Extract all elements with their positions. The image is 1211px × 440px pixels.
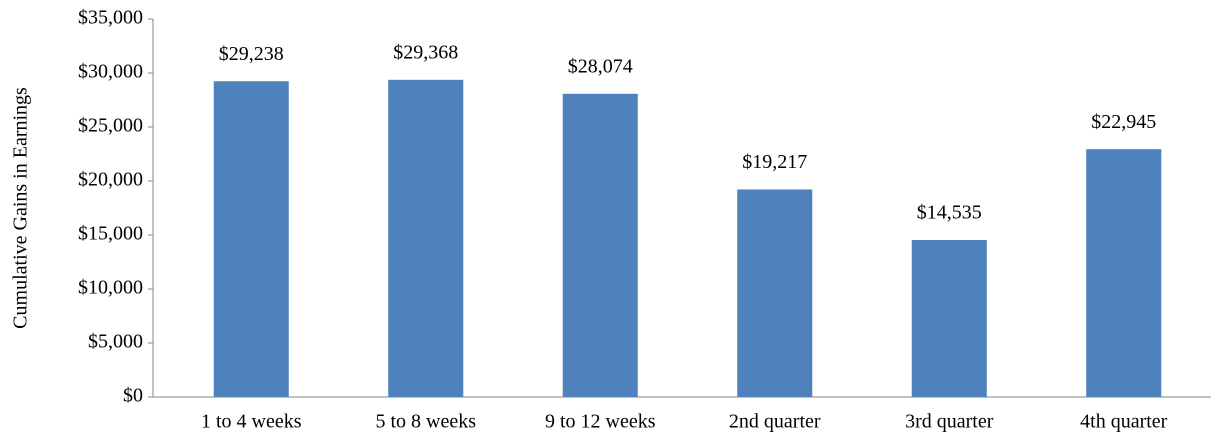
value-label: $29,368 [393,41,458,63]
y-tick-label: $30,000 [78,61,143,83]
y-tick-label: $35,000 [78,7,143,29]
value-label: $28,074 [568,55,633,77]
y-tick-label: $20,000 [78,169,143,191]
y-axis-title: Cumulative Gains in Earnings [10,87,32,329]
x-tick-label: 4th quarter [1080,411,1168,433]
value-label: $22,945 [1091,111,1156,133]
value-label: $29,238 [219,43,284,65]
x-tick-label: 3rd quarter [905,411,994,433]
bar [911,240,987,397]
bar [213,81,289,397]
x-tick-label: 9 to 12 weeks [545,411,656,433]
y-tick-label: $15,000 [78,223,143,245]
bar [1086,149,1162,397]
bar [388,79,464,398]
value-label: $19,217 [742,151,807,173]
bar [562,93,638,398]
value-label: $14,535 [917,202,982,224]
x-tick-label: 5 to 8 weeks [375,411,476,433]
y-tick-label: $25,000 [78,115,143,137]
y-tick-label: $10,000 [78,277,143,299]
y-tick-label: $5,000 [88,331,143,353]
x-tick-label: 2nd quarter [729,411,821,433]
y-tick-label: $0 [123,385,143,407]
bar [737,189,813,397]
x-tick-label: 1 to 4 weeks [201,411,302,433]
